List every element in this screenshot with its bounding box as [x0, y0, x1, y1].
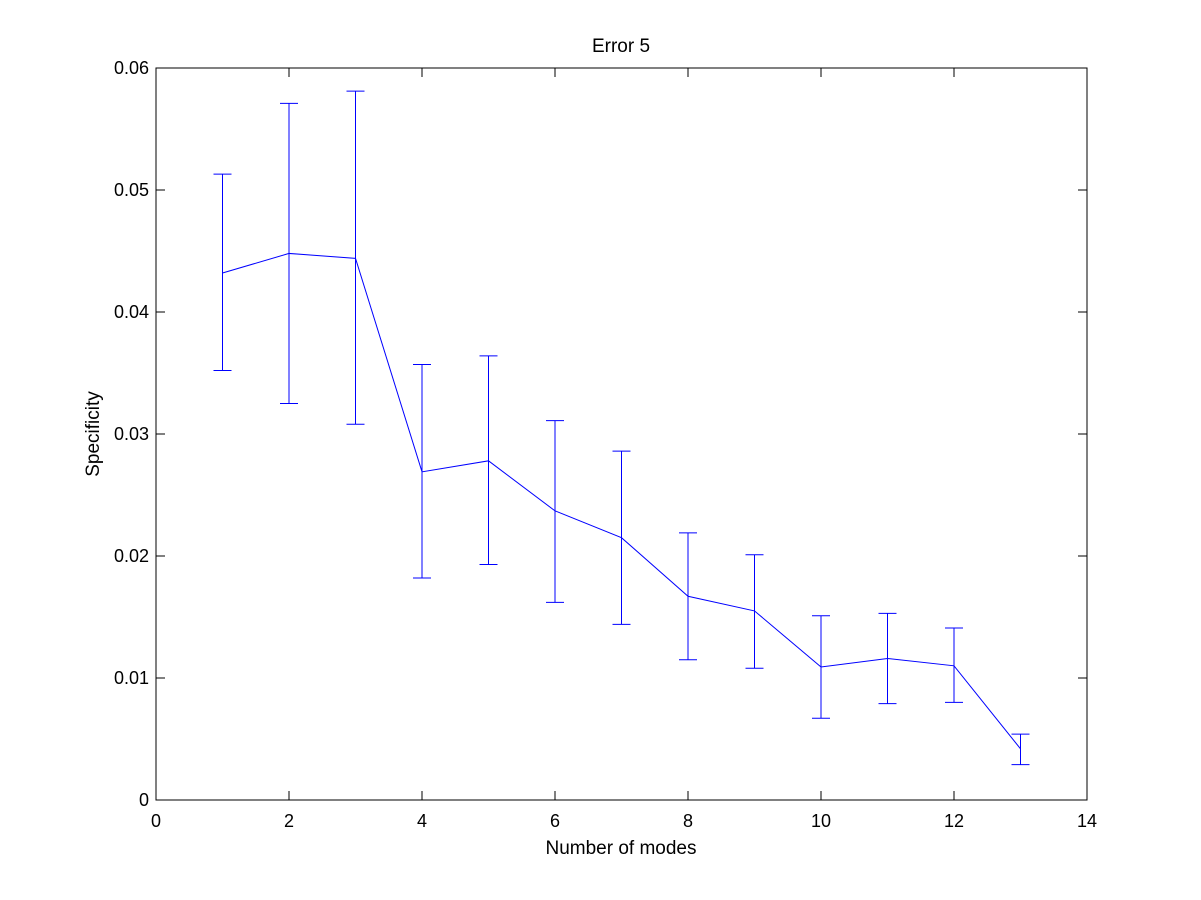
y-tick-label: 0.01 [114, 668, 149, 688]
y-tick-label: 0.03 [114, 424, 149, 444]
x-tick-label: 0 [151, 811, 161, 831]
x-tick-label: 4 [417, 811, 427, 831]
y-tick-label: 0.05 [114, 180, 149, 200]
x-axis-label: Number of modes [545, 838, 696, 859]
y-tick-label: 0.06 [114, 58, 149, 78]
x-tick-label: 14 [1077, 811, 1097, 831]
y-tick-label: 0 [139, 790, 149, 810]
x-tick-label: 2 [284, 811, 294, 831]
x-tick-label: 8 [683, 811, 693, 831]
x-axis-ticks [155, 68, 1088, 800]
series-line [222, 252, 1021, 750]
x-axis-tick-labels: 0 2 4 6 8 10 12 14 [151, 811, 1097, 831]
plot-area [155, 67, 1088, 801]
y-axis-label: Specificity [83, 391, 104, 477]
x-tick-label: 6 [550, 811, 560, 831]
y-axis-ticks [156, 67, 1087, 801]
y-tick-label: 0.02 [114, 546, 149, 566]
chart-title: Error 5 [592, 36, 650, 57]
y-tick-label: 0.04 [114, 302, 149, 322]
x-tick-label: 10 [811, 811, 831, 831]
y-axis-tick-labels: 0 0.01 0.02 0.03 0.04 0.05 0.06 [114, 58, 149, 810]
x-tick-label: 12 [944, 811, 964, 831]
